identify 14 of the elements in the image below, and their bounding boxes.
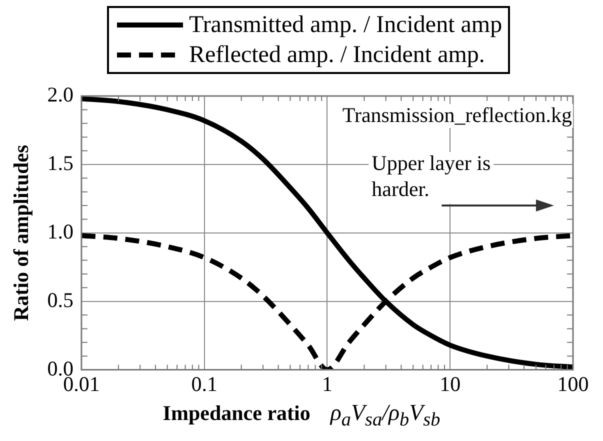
x-tick-label: 100 bbox=[557, 372, 589, 396]
y-axis-title: Ratio of amplitudes bbox=[9, 144, 34, 321]
y-tick-label: 2.0 bbox=[47, 82, 74, 107]
annotation: Upper layer is harder. bbox=[372, 151, 491, 202]
text: Impedance ratio ρ$_{a}$V$_{sa}$/ρ$_{b}$V$_{sb}$ bbox=[162, 400, 440, 431]
y-tick-label: 1.5 bbox=[47, 150, 74, 175]
annotation: Transmission_reflection.kg bbox=[342, 103, 572, 128]
x-tick-label: 0.1 bbox=[191, 372, 218, 396]
y-tick-label: 0.5 bbox=[47, 288, 74, 312]
legend-label: Transmitted amp. / Incident amp bbox=[189, 11, 502, 40]
y-tick-label: 1.0 bbox=[47, 219, 74, 244]
legend-label: Reflected amp. / Incident amp. bbox=[189, 41, 485, 70]
x-tick-label: 10 bbox=[440, 372, 461, 396]
x-tick-label: 1 bbox=[322, 372, 332, 396]
